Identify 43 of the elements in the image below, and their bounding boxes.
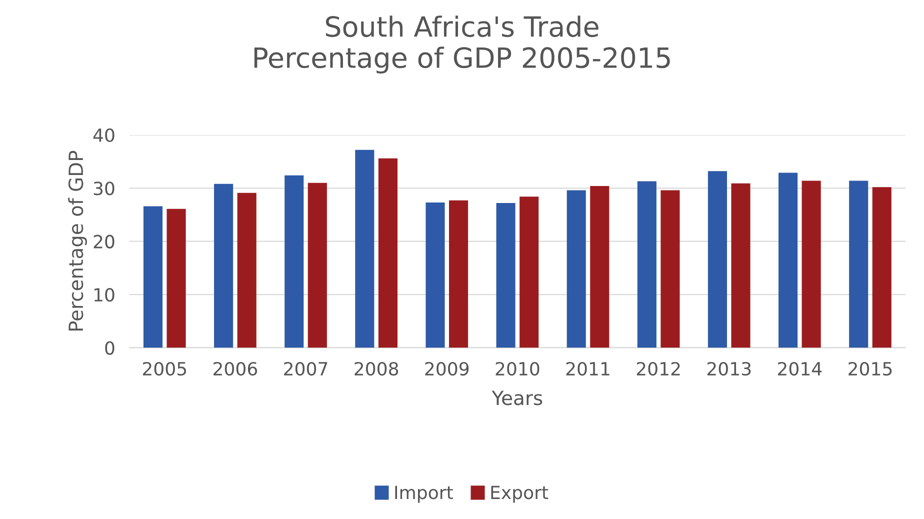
- x-tick-label: 2005: [142, 362, 186, 376]
- bar: [778, 172, 798, 348]
- bar: [166, 208, 186, 348]
- bar: [355, 150, 374, 348]
- bar: [637, 181, 656, 348]
- bar: [237, 192, 256, 348]
- bar: [496, 203, 516, 348]
- bar: [872, 187, 892, 348]
- legend-label: Import: [395, 486, 453, 503]
- x-tick-label: 2010: [496, 362, 540, 376]
- bar: [520, 196, 539, 348]
- y-tick-label: 40: [93, 128, 114, 142]
- x-axis-title: Years: [492, 390, 542, 406]
- legend-label: Export: [491, 486, 548, 503]
- bar: [708, 171, 728, 348]
- x-tick-label: 2008: [354, 362, 398, 376]
- bar: [214, 184, 234, 348]
- x-tick-label: 2011: [566, 362, 610, 376]
- bar: [448, 200, 468, 348]
- bar: [566, 190, 586, 348]
- bar: [426, 202, 445, 348]
- bar: [143, 206, 163, 348]
- x-tick-label: 2015: [848, 362, 892, 376]
- x-tick-label: 2012: [636, 362, 680, 376]
- bar: [802, 180, 821, 348]
- bar: [590, 186, 610, 348]
- x-tick-label: 2013: [707, 362, 751, 376]
- x-tick-label: 2014: [778, 362, 822, 376]
- bar: [660, 190, 680, 348]
- y-axis-title: Percentage of GDP: [68, 150, 87, 331]
- bar: [731, 183, 750, 348]
- bar: [308, 182, 327, 348]
- bar: [378, 158, 398, 348]
- x-tick-label: 2009: [425, 362, 469, 376]
- x-tick-label: 2006: [214, 362, 258, 376]
- y-tick-label: 0: [105, 341, 114, 355]
- y-tick-label: 30: [94, 182, 114, 196]
- bar: [284, 175, 304, 348]
- bar: [849, 180, 868, 348]
- y-tick-label: 10: [94, 288, 114, 302]
- y-tick-label: 20: [94, 234, 114, 248]
- chart-title: South Africa's Trade Percentage of GDP 2005-2015: [254, 16, 670, 74]
- x-tick-label: 2007: [284, 362, 328, 376]
